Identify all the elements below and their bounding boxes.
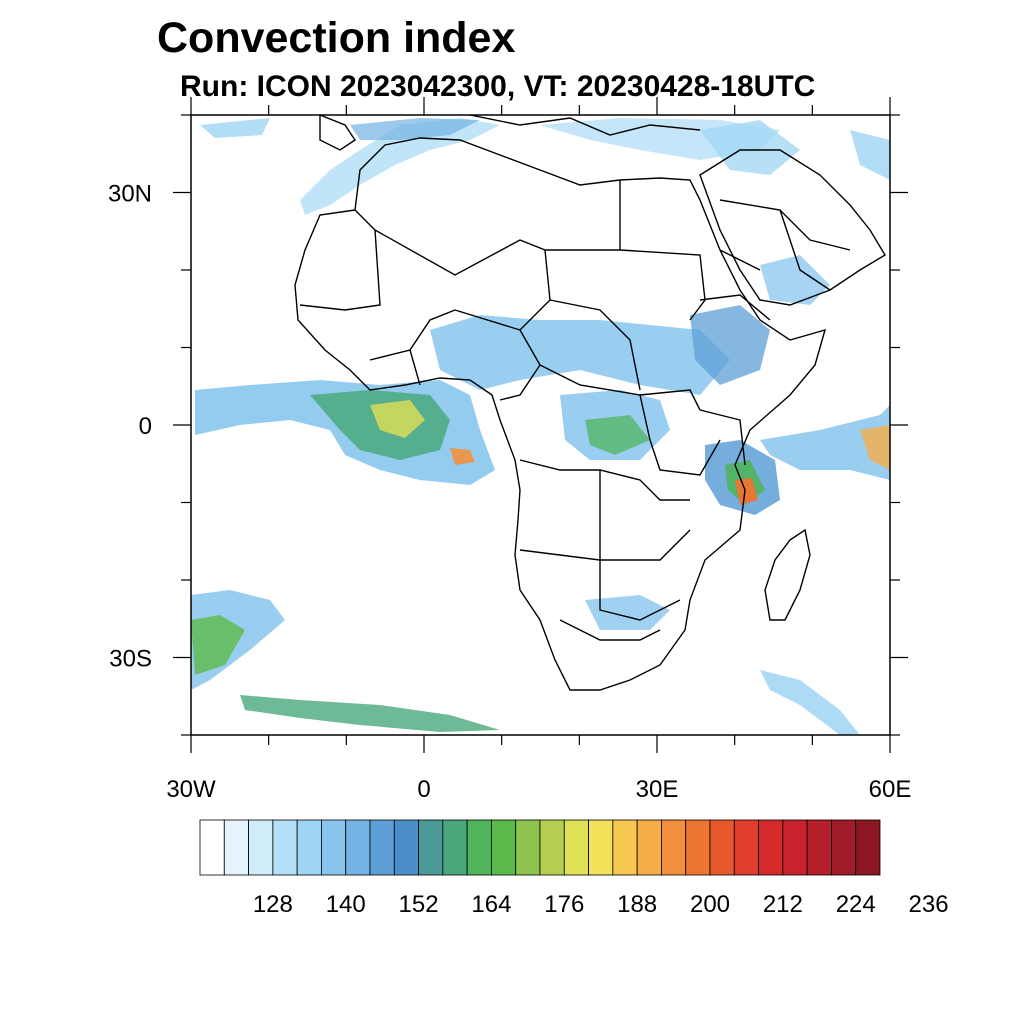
africa-coastline bbox=[294, 137, 827, 691]
colorbar-swatch bbox=[369, 819, 395, 876]
colorbar-swatch bbox=[709, 819, 735, 876]
colorbar-swatch bbox=[855, 819, 881, 876]
field-gulf-guinea-hot bbox=[370, 400, 425, 438]
colorbar-swatch bbox=[345, 819, 371, 876]
y-tick-label: 30N bbox=[108, 181, 152, 208]
field-arabia-north bbox=[700, 120, 800, 175]
x-tick-label: 0 bbox=[417, 776, 430, 803]
convection-field bbox=[191, 118, 890, 735]
colorbar-swatch bbox=[321, 819, 347, 876]
field-south-band bbox=[240, 695, 500, 732]
europe-coastline bbox=[469, 115, 701, 136]
field-east-africa-hot bbox=[735, 478, 758, 505]
colorbar-swatch bbox=[806, 819, 832, 876]
axis-ticks: 30W 0 30E 60E 30N 0 30S bbox=[108, 97, 911, 803]
colorbar-swatch bbox=[515, 819, 541, 876]
colorbar-swatch bbox=[563, 819, 589, 876]
colorbar-swatch bbox=[661, 819, 687, 876]
colorbar-swatch bbox=[418, 819, 444, 876]
x-tick-label: 30E bbox=[636, 776, 679, 803]
colorbar-label: 164 bbox=[471, 891, 511, 918]
field-south-atlantic-core bbox=[191, 615, 245, 675]
colorbar-label: 152 bbox=[399, 891, 439, 918]
colorbar: 128 140 152 164 176 188 200 212 224 236 bbox=[199, 819, 949, 918]
colorbar-swatch bbox=[539, 819, 565, 876]
colorbar-swatch bbox=[442, 819, 468, 876]
y-tick-label: 30S bbox=[109, 646, 152, 673]
colorbar-swatch bbox=[733, 819, 759, 876]
colorbar-swatch bbox=[272, 819, 298, 876]
map-frame bbox=[190, 114, 891, 736]
field-indian-ocean bbox=[760, 405, 890, 480]
colorbar-swatch bbox=[223, 819, 249, 876]
field-arabia-south bbox=[760, 255, 830, 305]
x-tick-label: 30W bbox=[166, 776, 216, 803]
field-nw-africa bbox=[300, 118, 500, 215]
field-se-ocean bbox=[760, 670, 860, 735]
iberia-coastline bbox=[319, 115, 356, 151]
colorbar-swatch bbox=[491, 819, 517, 876]
colorbar-label: 128 bbox=[253, 891, 293, 918]
coastlines bbox=[294, 115, 886, 691]
colorbar-swatch bbox=[685, 819, 711, 876]
colorbar-swatch bbox=[296, 819, 322, 876]
colorbar-label: 188 bbox=[617, 891, 657, 918]
field-mediterranean bbox=[200, 118, 270, 138]
colorbar-swatch bbox=[831, 819, 857, 876]
field-gulf-guinea-hot2 bbox=[450, 448, 475, 465]
colorbar-label: 200 bbox=[690, 891, 730, 918]
colorbar-swatch bbox=[199, 819, 225, 876]
colorbar-label: 212 bbox=[763, 891, 803, 918]
colorbar-swatch bbox=[758, 819, 784, 876]
field-sahel bbox=[430, 315, 730, 395]
colorbar-swatch bbox=[393, 819, 419, 876]
colorbar-swatch bbox=[612, 819, 638, 876]
chart-title: Convection index bbox=[157, 14, 516, 62]
field-congo-core bbox=[585, 415, 650, 455]
colorbar-swatch bbox=[636, 819, 662, 876]
x-tick-label: 60E bbox=[869, 776, 912, 803]
chart-subtitle: Run: ICON 2023042300, VT: 20230428-18UTC bbox=[180, 70, 816, 103]
field-north-band bbox=[350, 118, 480, 140]
colorbar-swatch bbox=[782, 819, 808, 876]
arabia-coastline bbox=[699, 149, 886, 306]
y-tick-label: 0 bbox=[139, 413, 152, 440]
colorbar-swatch bbox=[466, 819, 492, 876]
field-iran bbox=[850, 130, 890, 180]
country-borders bbox=[299, 180, 771, 641]
madagascar-coastline bbox=[764, 528, 811, 621]
colorbar-label: 224 bbox=[836, 891, 876, 918]
colorbar-label: 236 bbox=[909, 891, 949, 918]
colorbar-swatch bbox=[248, 819, 274, 876]
arabia-borders bbox=[719, 199, 851, 291]
field-southern-africa bbox=[585, 595, 670, 630]
field-indian-ocean-core bbox=[860, 425, 890, 470]
colorbar-label: 176 bbox=[544, 891, 584, 918]
colorbar-label: 140 bbox=[326, 891, 366, 918]
colorbar-swatch bbox=[588, 819, 614, 876]
field-ethiopia bbox=[690, 305, 770, 385]
